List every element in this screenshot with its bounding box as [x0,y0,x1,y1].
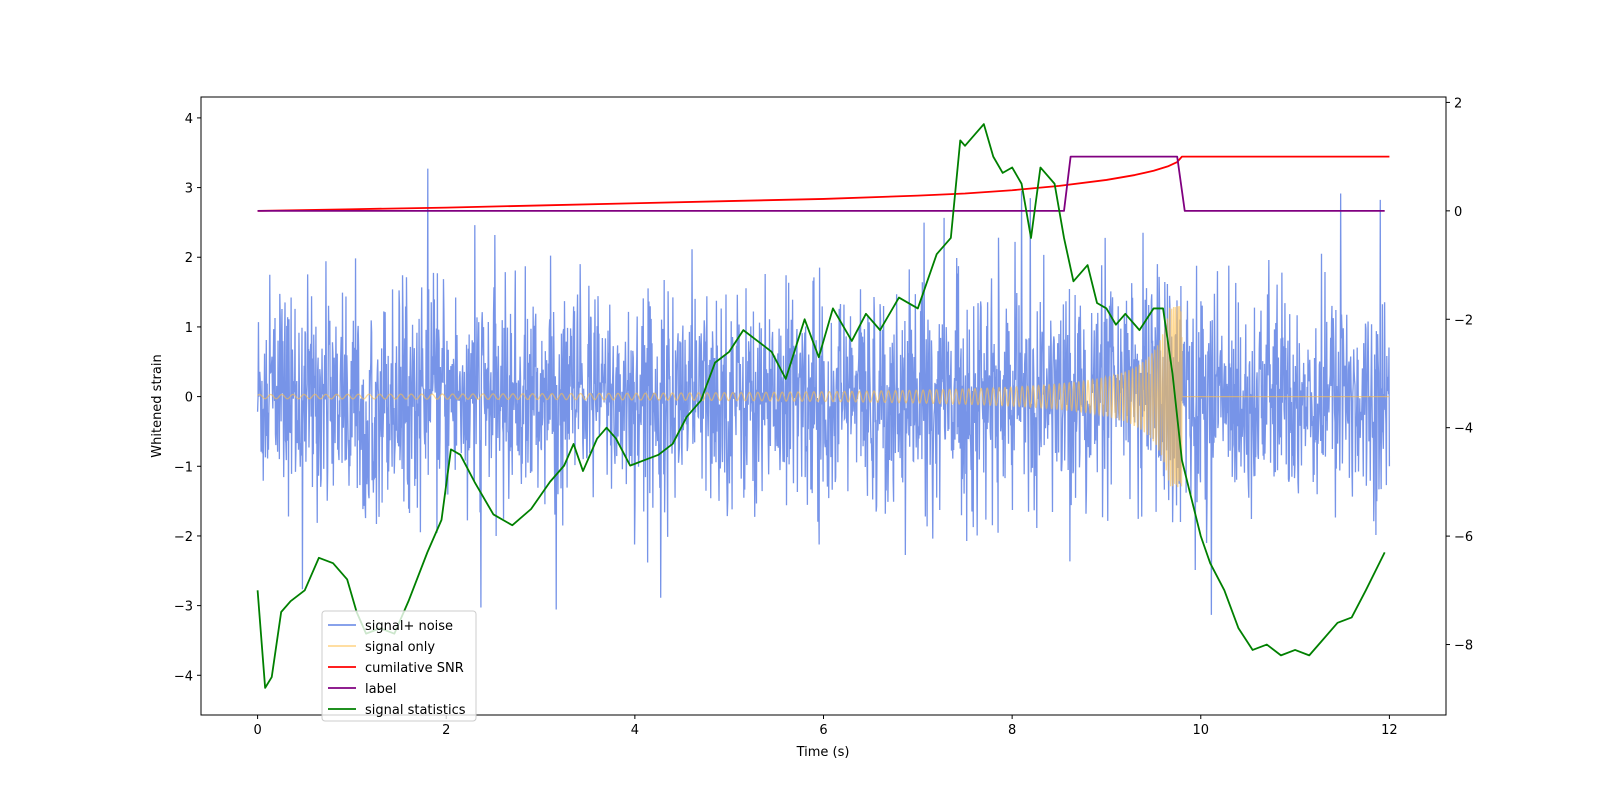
x-tick-label: 0 [253,723,261,738]
y-axis-left: −4 −3 −2 −1 0 1 2 3 4 [174,112,201,684]
y2-tick-label: −4 [1454,422,1473,437]
legend-label: label [365,682,396,697]
x-tick-label: 6 [819,723,827,738]
legend-label: cumilative SNR [365,661,464,676]
x-tick-label: 4 [631,723,639,738]
y2-tick-label: −6 [1454,530,1473,545]
y-tick-label: −2 [174,530,193,545]
series-labelline [257,155,1385,212]
legend-box [321,610,477,722]
y-tick-label: −4 [174,669,193,684]
y2-tick-label: 2 [1454,96,1462,111]
y-tick-label: 0 [185,391,193,406]
y-tick-label: −3 [174,600,193,615]
x-axis-label: Time (s) [796,745,850,760]
legend-label: signal statistics [365,703,466,718]
series-signal-statisticsline [256,123,1386,689]
x-tick-label: 12 [1381,723,1398,738]
y-axis-right: −8 −6 −4 −2 0 2 [1446,96,1473,654]
series-layer [256,123,1391,689]
y-tick-label: −1 [174,460,193,475]
y-axis-label: Whitened strain [150,354,165,457]
x-tick-label: 10 [1192,723,1209,738]
series-signal-only-line [257,306,1390,488]
y-tick-label: 4 [185,112,193,127]
y2-tick-label: −8 [1454,639,1473,654]
legend-label: signal+ noise [365,619,453,634]
y-tick-label: 2 [185,251,193,266]
legend-label: signal only [365,640,435,655]
y2-tick-label: −2 [1454,313,1473,328]
x-tick-label: 8 [1008,723,1016,738]
y-tick-label: 1 [185,321,193,336]
y2-tick-label: 0 [1454,205,1462,220]
x-tick-label: 2 [442,723,450,738]
series-signal-plus-noise-line [256,168,1391,615]
y-tick-label: 3 [185,182,193,197]
legend: signal+ noise signal only cumilative SNR la… [321,610,477,722]
